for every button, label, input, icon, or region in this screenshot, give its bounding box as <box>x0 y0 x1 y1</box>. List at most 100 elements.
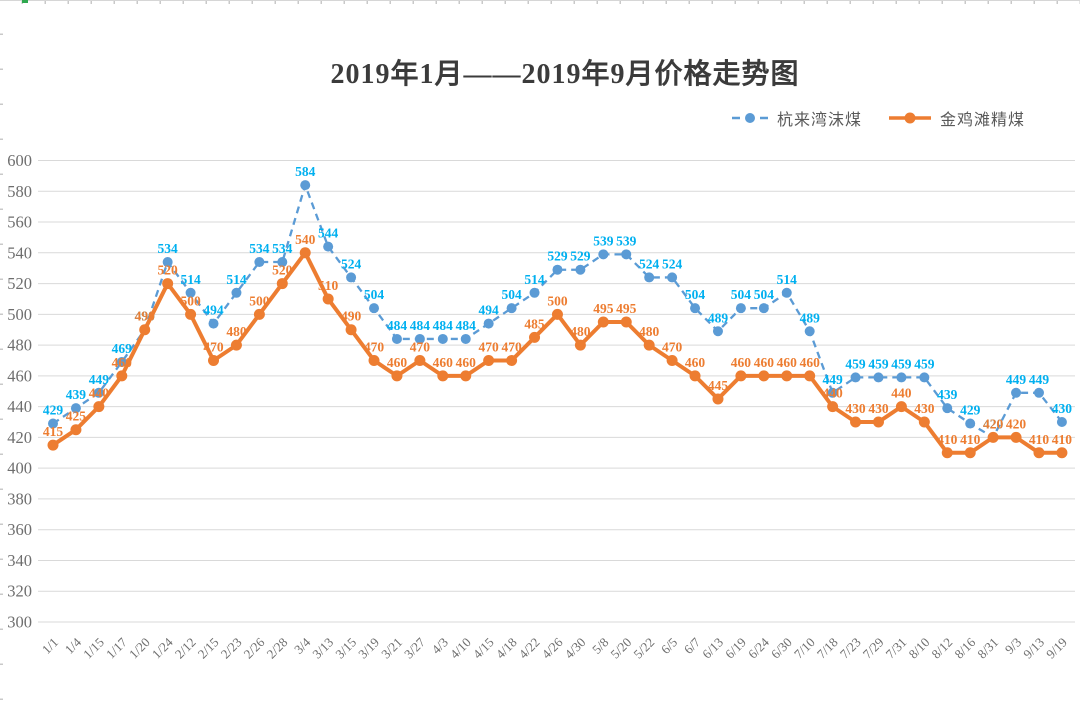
data-point[interactable] <box>460 333 471 344</box>
data-point[interactable] <box>689 370 701 382</box>
data-point[interactable] <box>277 257 288 268</box>
legend-item-hanglaiwan[interactable]: 杭来湾沫煤 <box>731 106 862 130</box>
data-point[interactable] <box>70 424 82 436</box>
data-point[interactable] <box>575 264 586 275</box>
data-point[interactable] <box>116 357 127 368</box>
data-point[interactable] <box>322 293 334 305</box>
data-point[interactable] <box>529 287 540 298</box>
data-point[interactable] <box>827 387 838 398</box>
data-point[interactable] <box>437 370 449 382</box>
data-point[interactable] <box>323 241 334 252</box>
data-point[interactable] <box>162 257 173 268</box>
data-point[interactable] <box>93 387 104 398</box>
data-point[interactable] <box>781 370 793 382</box>
data-point[interactable] <box>667 272 678 283</box>
data-point[interactable] <box>483 318 494 329</box>
data-point[interactable] <box>666 354 678 366</box>
data-point[interactable] <box>896 372 907 383</box>
data-point[interactable] <box>139 324 151 336</box>
data-point[interactable] <box>116 370 128 382</box>
data-point[interactable] <box>551 308 563 320</box>
svg-text:410: 410 <box>960 432 981 447</box>
data-point[interactable] <box>506 303 517 314</box>
data-point[interactable] <box>644 272 655 283</box>
data-point[interactable] <box>965 418 976 429</box>
series-jinjitan-jingmei[interactable] <box>47 247 1068 459</box>
data-point[interactable] <box>1010 431 1022 443</box>
data-point[interactable] <box>1056 447 1068 459</box>
data-point[interactable] <box>208 354 220 366</box>
data-point[interactable] <box>346 272 357 283</box>
data-point[interactable] <box>598 249 609 260</box>
data-point[interactable] <box>70 403 81 414</box>
data-point[interactable] <box>964 447 976 459</box>
data-point[interactable] <box>368 354 380 366</box>
data-point[interactable] <box>987 431 999 443</box>
data-point[interactable] <box>391 333 402 344</box>
data-point[interactable] <box>1011 387 1022 398</box>
data-point[interactable] <box>758 303 769 314</box>
svg-text:470: 470 <box>203 339 224 354</box>
data-point[interactable] <box>48 418 58 429</box>
svg-text:1/4: 1/4 <box>62 634 85 657</box>
data-point[interactable] <box>735 303 746 314</box>
data-point[interactable] <box>185 308 197 320</box>
data-point[interactable] <box>712 326 723 337</box>
data-point[interactable] <box>391 370 403 382</box>
data-point[interactable] <box>185 287 196 298</box>
data-point[interactable] <box>47 439 59 451</box>
data-point[interactable] <box>1056 417 1067 428</box>
data-point[interactable] <box>483 354 495 366</box>
data-point[interactable] <box>942 403 953 414</box>
data-point[interactable] <box>872 416 884 428</box>
data-point[interactable] <box>621 249 632 260</box>
data-point[interactable] <box>460 370 472 382</box>
data-point[interactable] <box>529 331 541 343</box>
data-point[interactable] <box>918 416 930 428</box>
data-point[interactable] <box>941 447 953 459</box>
data-point[interactable] <box>804 326 815 337</box>
data-point[interactable] <box>895 401 907 413</box>
data-point[interactable] <box>804 370 816 382</box>
data-point[interactable] <box>414 354 426 366</box>
data-point[interactable] <box>850 372 861 383</box>
legend-item-jinjitan[interactable]: 金鸡滩精煤 <box>888 106 1025 130</box>
data-point[interactable] <box>345 324 357 336</box>
data-point[interactable] <box>781 287 792 298</box>
data-point[interactable] <box>231 287 242 298</box>
svg-text:529: 529 <box>570 249 591 264</box>
data-point[interactable] <box>620 316 632 328</box>
data-point[interactable] <box>1033 447 1045 459</box>
data-point[interactable] <box>276 278 288 290</box>
data-point[interactable] <box>369 303 380 314</box>
data-point[interactable] <box>597 316 609 328</box>
data-point[interactable] <box>300 180 311 191</box>
data-point[interactable] <box>574 339 586 351</box>
data-point[interactable] <box>1033 387 1044 398</box>
data-point[interactable] <box>873 372 884 383</box>
data-point[interactable] <box>758 370 770 382</box>
svg-text:504: 504 <box>731 287 752 302</box>
data-point[interactable] <box>919 372 930 383</box>
data-point[interactable] <box>254 257 265 268</box>
data-point[interactable] <box>827 401 839 413</box>
svg-text:500: 500 <box>180 293 201 308</box>
data-point[interactable] <box>690 303 701 314</box>
data-point[interactable] <box>93 401 105 413</box>
data-point[interactable] <box>299 247 311 259</box>
data-point[interactable] <box>414 333 425 344</box>
data-point[interactable] <box>850 416 862 428</box>
svg-text:5/22: 5/22 <box>630 635 657 662</box>
data-point[interactable] <box>552 264 563 275</box>
data-point[interactable] <box>437 333 448 344</box>
data-point[interactable] <box>162 278 174 290</box>
data-point[interactable] <box>208 318 219 329</box>
solid-line-marker-icon <box>889 112 932 124</box>
data-point[interactable] <box>735 370 747 382</box>
data-point[interactable] <box>643 339 655 351</box>
data-point[interactable] <box>253 308 265 320</box>
data-point[interactable] <box>712 393 724 405</box>
data-point[interactable] <box>230 339 242 351</box>
data-point[interactable] <box>506 354 518 366</box>
